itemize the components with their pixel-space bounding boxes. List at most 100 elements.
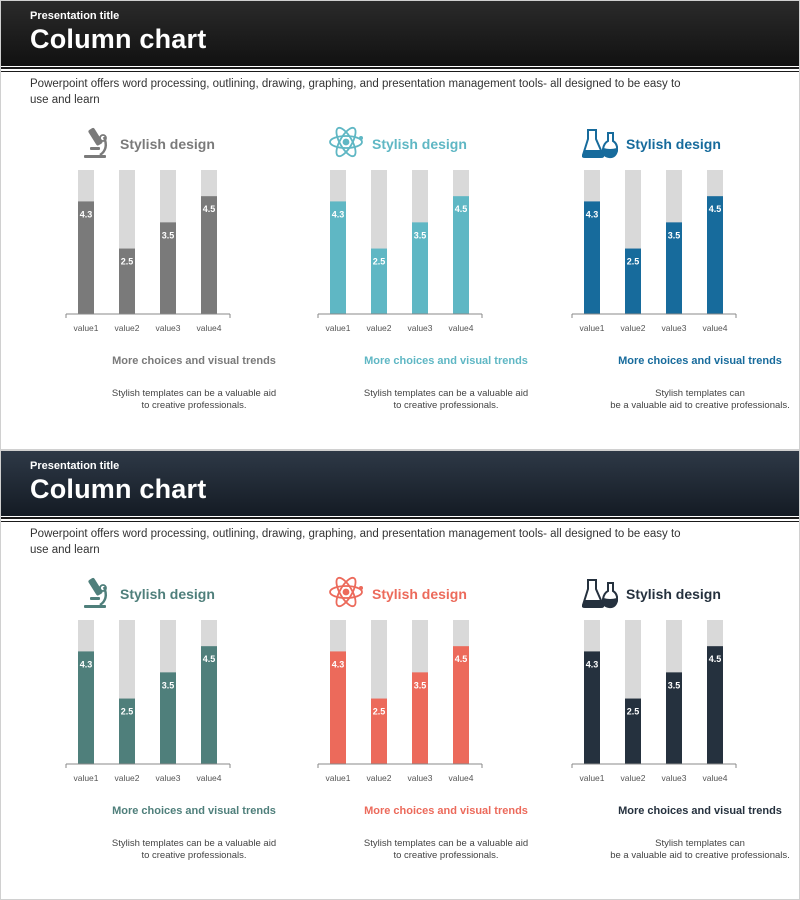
chart-panel: Stylish design 4.3 value1 2.5 value2 3.5 valu… [64,120,324,430]
slide-1: Presentation title Column chart Powerpoi… [0,0,800,450]
data-label: 3.5 [162,680,175,690]
intro-text: Powerpoint offers word processing, outli… [30,78,681,106]
category-label: value4 [448,773,473,783]
data-label: 3.5 [668,230,681,240]
slide-title: Column chart [30,474,207,504]
chart-panel: Stylish design 4.3 value1 2.5 value2 3.5 valu… [316,120,576,430]
data-label: 4.3 [80,659,93,669]
category-label: value2 [620,323,645,333]
microscope-icon [78,124,114,160]
panel-heading: Stylish design [372,586,467,602]
caption-line: Stylish templates can be a valuable aid [111,388,277,399]
caption-line: to creative professionals. [141,850,247,861]
data-label: 2.5 [373,257,386,267]
slide-2: Presentation title Column chart Powerpoi… [0,450,800,900]
bar [412,222,428,314]
caption-title: More choices and visual trends [112,355,276,367]
category-label: value2 [114,773,139,783]
title-bar: Presentation title Column chart [0,0,800,66]
header-rule-thin [0,521,800,522]
microscope-icon [84,578,107,608]
bar [625,698,641,764]
data-label: 3.5 [414,680,427,690]
atom-icon [329,126,363,158]
data-label: 4.3 [586,659,599,669]
bar [371,248,387,314]
bar [412,672,428,764]
caption-line: Stylish templates can [655,838,745,849]
caption-line: to creative professionals. [393,400,499,411]
data-label: 4.5 [203,654,216,664]
chart-panel: Stylish design 4.3 value1 2.5 value2 3.5 valu… [570,570,800,880]
column-chart: 4.3 value1 2.5 value2 3.5 value3 4.5 value4 [571,620,737,783]
bar [453,196,469,314]
data-label: 3.5 [162,230,175,240]
column-chart: 4.3 value1 2.5 value2 3.5 value3 4.5 value4 [65,620,231,783]
panel-heading: Stylish design [626,136,721,152]
data-label: 4.5 [709,654,722,664]
panel-heading: Stylish design [120,136,215,152]
caption-body: Stylish templates can be a valuable aid … [570,388,800,412]
caption-title: More choices and visual trends [112,805,276,817]
bar [625,248,641,314]
panel-heading: Stylish design [120,586,215,602]
caption-body: Stylish templates can be a valuable aid … [64,838,324,862]
caption-line: to creative professionals. [393,850,499,861]
bar [666,222,682,314]
header-rule [0,517,800,519]
panel-heading: Stylish design [372,136,467,152]
bar [707,196,723,314]
flasks-icon [581,124,619,160]
atom-icon [328,574,364,610]
column-chart: 4.3 value1 2.5 value2 3.5 value3 4.5 value4 [317,170,483,333]
header-rule [0,67,800,69]
data-label: 2.5 [373,707,386,717]
category-label: value4 [196,773,221,783]
bar [201,196,217,314]
caption-body: Stylish templates can be a valuable aid … [64,388,324,412]
category-label: value3 [407,773,432,783]
caption-title: More choices and visual trends [618,355,782,367]
category-label: value3 [155,773,180,783]
bar [584,651,600,764]
data-label: 4.3 [80,209,93,219]
category-label: value2 [620,773,645,783]
data-label: 3.5 [414,230,427,240]
bar [707,646,723,764]
caption-line: Stylish templates can be a valuable aid [111,838,277,849]
bar [160,222,176,314]
microscope-icon [78,574,114,610]
bar [78,201,94,314]
data-label: 3.5 [668,680,681,690]
category-label: value3 [407,323,432,333]
data-label: 2.5 [627,257,640,267]
column-chart: 4.3 value1 2.5 value2 3.5 value3 4.5 value4 [65,170,231,333]
category-label: value4 [196,323,221,333]
bar [584,201,600,314]
caption-title: More choices and visual trends [364,355,528,367]
flasks-icon [581,574,619,610]
category-label: value1 [73,323,98,333]
bar [330,651,346,764]
atom-icon [329,576,363,608]
bar [119,248,135,314]
category-label: value3 [155,323,180,333]
category-label: value1 [325,773,350,783]
data-label: 4.5 [455,204,468,214]
category-label: value4 [702,773,727,783]
data-label: 4.5 [455,654,468,664]
category-label: value1 [579,773,604,783]
chart-panel: Stylish design 4.3 value1 2.5 value2 3.5 valu… [570,120,800,430]
data-label: 2.5 [627,707,640,717]
chart-panel: Stylish design 4.3 value1 2.5 value2 3.5 valu… [64,570,324,880]
category-label: value2 [366,323,391,333]
caption-body: Stylish templates can be a valuable aid … [316,838,576,862]
caption-line: Stylish templates can be a valuable aid [363,388,529,399]
panel-heading: Stylish design [626,586,721,602]
bar [371,698,387,764]
category-label: value1 [325,323,350,333]
caption-title: More choices and visual trends [364,805,528,817]
caption-line: be a valuable aid to creative profession… [610,400,790,411]
caption-line: to creative professionals. [141,400,247,411]
bar [330,201,346,314]
